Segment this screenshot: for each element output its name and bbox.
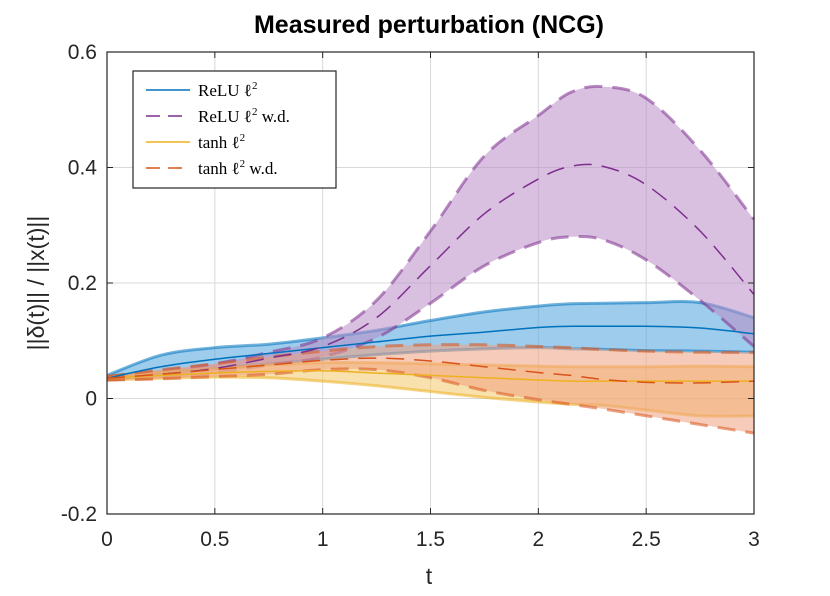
band-lower-edge	[106, 367, 755, 435]
series-mean-line	[106, 357, 755, 384]
x-tick-label: 0.5	[200, 528, 229, 551]
band-area	[107, 344, 754, 434]
legend-label: ReLU ℓ2 w.d.	[198, 106, 290, 126]
x-tick-label: 3	[748, 528, 760, 551]
y-tick-label: 0.6	[68, 41, 97, 64]
x-tick-label: 2.5	[632, 528, 661, 551]
x-tick-label: 1.5	[416, 528, 445, 551]
series-lines	[106, 163, 755, 384]
y-tick-label: -0.2	[61, 503, 97, 526]
y-tick-label: 0.2	[68, 272, 97, 295]
y-axis-label: ||δ(t)|| / ||x(t)||	[23, 216, 49, 351]
band-upper-edge	[106, 300, 755, 377]
confidence-bands	[106, 84, 756, 435]
chart-title: Measured perturbation (NCG)	[254, 11, 604, 39]
x-tick-label: 0	[101, 528, 113, 551]
y-tick-label: 0	[85, 388, 97, 411]
x-tick-label: 1	[317, 528, 329, 551]
legend: ReLU ℓ2 ReLU ℓ2 w.d. tanh ℓ2 tanh ℓ2 w.d.	[132, 70, 337, 189]
legend-label: tanh ℓ2	[198, 132, 245, 152]
x-axis-label: t	[426, 563, 433, 589]
band-upper-edge	[106, 343, 755, 379]
series-mean-line	[106, 163, 755, 380]
y-tick-label: 0.4	[68, 157, 98, 180]
series-mean-line	[106, 369, 754, 383]
axis-ticks: 0 0.5 1 1.5 2 2.5 3-0.200.20.40.6	[61, 41, 760, 551]
x-tick-label: 2	[532, 528, 544, 551]
legend-label: tanh ℓ2 w.d.	[198, 158, 278, 178]
series-mean-line	[106, 325, 755, 380]
legend-label: ReLU ℓ2	[198, 80, 257, 100]
